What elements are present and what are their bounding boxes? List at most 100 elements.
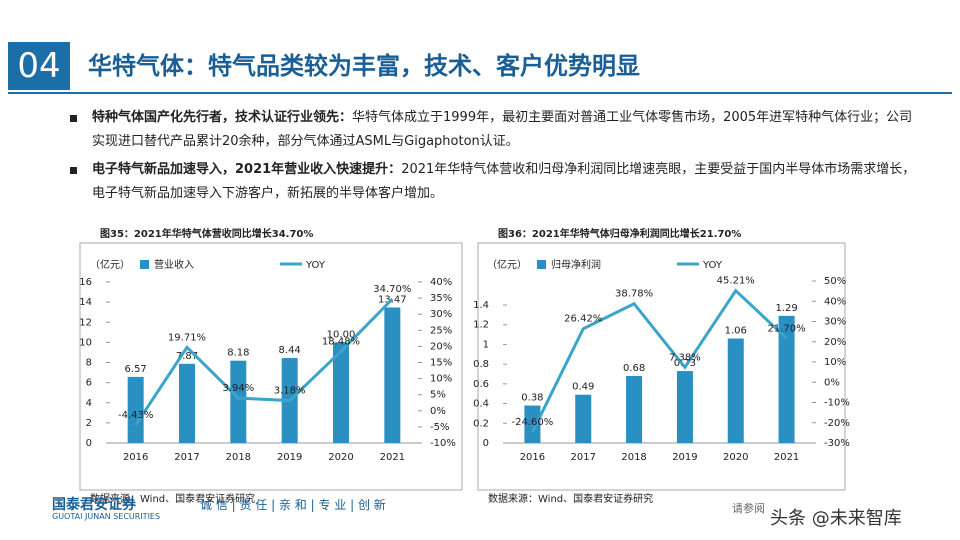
y2-tick-label: 10% xyxy=(824,357,846,368)
y2-tick-label: -20% xyxy=(824,418,850,429)
y-tick-label: 0 xyxy=(86,438,92,449)
bullet: 电子特气新品加速导入，2021年营业收入快速提升：2021年华特气体营收和归母净… xyxy=(70,158,922,206)
bar xyxy=(676,371,693,443)
bar xyxy=(727,338,744,443)
line-label: 38.78% xyxy=(615,289,653,300)
y-tick-label: 0.6 xyxy=(473,379,489,390)
y-tick-label: 8 xyxy=(86,358,92,369)
section-number: 04 xyxy=(8,42,70,90)
line xyxy=(531,288,788,433)
y2-tick-label: 35% xyxy=(430,293,452,304)
bar-label: 10.00 xyxy=(327,329,356,340)
bullet: 特种气体国产化先行者，技术认证行业领先：华特气体成立于1999年，最初主要面对普… xyxy=(70,106,922,154)
bar-label: 8.18 xyxy=(227,348,249,359)
legend-label: 归母净利润 xyxy=(551,258,601,271)
slogan: 诚 信 | 责 任 | 亲 和 | 专 业 | 创 新 xyxy=(200,498,386,512)
y2-tick-label: 15% xyxy=(430,358,452,369)
legend-label: 营业收入 xyxy=(154,258,194,271)
company: 国泰君安证券 xyxy=(52,497,136,513)
y-tick-label: 0.8 xyxy=(473,359,489,370)
legend-swatch xyxy=(140,260,149,269)
bar-label: 0.73 xyxy=(674,358,696,369)
line-label: 21.70% xyxy=(768,323,806,334)
y-tick-label: 0.4 xyxy=(473,399,489,410)
bullet-text: 2021年华特气体营收和归母净利润同比增速亮眼，主要受益于国内半导体市场需求增长… xyxy=(92,162,916,201)
company-en: GUOTAI JUNAN SECURITIES xyxy=(52,512,161,521)
chart-frame xyxy=(477,242,846,491)
y2-tick-label: -30% xyxy=(824,438,850,449)
x-tick-label: 2018 xyxy=(226,452,251,463)
watermark: 头条 @未来智库 xyxy=(770,508,902,529)
bar-label: 0.49 xyxy=(572,382,594,393)
bar-label: 0.38 xyxy=(521,393,543,404)
y2-tick-label: -5% xyxy=(430,422,449,433)
bar xyxy=(524,405,541,443)
y2-tick-label: 10% xyxy=(430,374,452,385)
bar xyxy=(179,363,195,443)
legend-label: YOY xyxy=(305,260,326,271)
bullet-text: 华特气体成立于1999年，最初主要面对普通工业气体零售市场，2005年进军特种气… xyxy=(92,110,913,149)
y-tick-label: 1.2 xyxy=(473,320,489,331)
line-label: -24.60% xyxy=(512,417,554,428)
y2-tick-label: -10% xyxy=(430,438,456,449)
bar-label: 8.44 xyxy=(279,345,301,356)
line-label: 45.21% xyxy=(717,276,755,287)
y2-tick-label: 30% xyxy=(824,317,846,328)
x-tick-label: 2021 xyxy=(380,452,405,463)
chart-title: 图35：2021年华特气体营收同比增长34.70% xyxy=(100,227,313,240)
note: 请参阅 xyxy=(732,502,765,515)
y-tick-label: 0 xyxy=(483,438,489,449)
y2-tick-label: 0% xyxy=(430,406,446,417)
y2-tick-label: 40% xyxy=(824,296,846,307)
y2-tick-label: 5% xyxy=(430,390,446,401)
x-tick-label: 2017 xyxy=(174,452,199,463)
y-tick-label: 12 xyxy=(79,317,92,328)
y-tick-label: 0.2 xyxy=(473,418,489,429)
line-label: -4.43% xyxy=(118,410,153,421)
y-tick-label: 14 xyxy=(79,297,92,308)
y-tick-label: 1 xyxy=(483,339,489,350)
bar-label: 0.68 xyxy=(623,363,645,374)
x-tick-label: 2019 xyxy=(672,452,697,463)
line-label: 26.42% xyxy=(564,314,602,325)
x-tick-label: 2020 xyxy=(328,452,353,463)
x-tick-label: 2017 xyxy=(571,452,596,463)
y2-tick-label: 30% xyxy=(430,309,452,320)
bullet-bold: 电子特气新品加速导入，2021年营业收入快速提升： xyxy=(92,162,402,177)
unit-label: （亿元） xyxy=(487,258,527,271)
bar-label: 6.57 xyxy=(125,364,147,375)
x-tick-label: 2019 xyxy=(277,452,302,463)
bar xyxy=(333,342,349,443)
y2-tick-label: 20% xyxy=(430,341,452,352)
bar xyxy=(230,360,247,443)
bar xyxy=(575,394,592,443)
bar xyxy=(778,315,795,443)
x-tick-label: 2021 xyxy=(774,452,799,463)
y2-tick-label: 20% xyxy=(824,337,846,348)
line-label: 3.94% xyxy=(222,383,254,394)
slide-title: 华特气体：特气品类较为丰富，技术、客户优势明显 xyxy=(88,52,640,80)
x-tick-label: 2020 xyxy=(723,452,748,463)
source: 数据来源：Wind、国泰君安证券研究 xyxy=(488,492,653,505)
y-tick-label: 4 xyxy=(86,398,92,409)
y2-tick-label: 25% xyxy=(430,325,452,336)
unit-label: （亿元） xyxy=(90,258,130,271)
x-tick-label: 2018 xyxy=(621,452,646,463)
line-label: 34.70% xyxy=(373,284,411,295)
bar xyxy=(127,376,144,443)
bar-label: 1.29 xyxy=(775,303,797,314)
line-label: 19.71% xyxy=(168,332,206,343)
line xyxy=(134,298,394,426)
y-tick-label: 16 xyxy=(79,277,92,288)
y-tick-label: 6 xyxy=(86,378,92,389)
y2-tick-label: -10% xyxy=(824,398,850,409)
chart-frame xyxy=(79,242,463,491)
bar xyxy=(384,307,401,443)
x-tick-label: 2016 xyxy=(520,452,545,463)
divider xyxy=(8,92,952,94)
y2-tick-label: 40% xyxy=(430,277,452,288)
bar-label: 1.06 xyxy=(725,326,747,337)
bar xyxy=(626,375,643,443)
